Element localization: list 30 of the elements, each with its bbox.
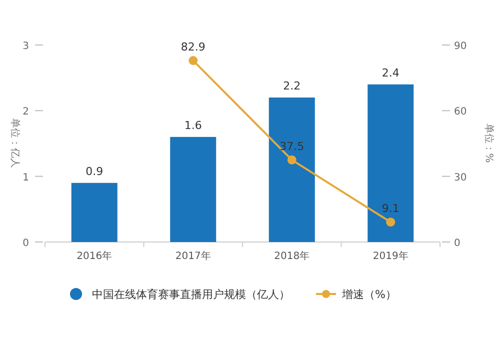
point: [287, 155, 296, 164]
bar: [170, 136, 216, 242]
point: [188, 56, 198, 66]
y2-tick-label: 60: [454, 106, 467, 118]
x-tick-label: 2016年: [76, 250, 112, 262]
x-tick-label: 2019年: [372, 250, 408, 262]
x-tick-label: 2017年: [175, 250, 211, 262]
data-label: 0.9: [86, 164, 104, 178]
data-label: 9.1: [382, 202, 400, 216]
bar: [268, 98, 315, 242]
legend-label: 增速（%）: [341, 288, 396, 301]
y-tick-label: 1: [22, 172, 29, 184]
data-label: 82.9: [180, 40, 206, 54]
point: [386, 218, 396, 227]
data-label: 2.4: [382, 66, 400, 80]
legend-label: 中国在线体育赛事直播用户规模（亿人）: [92, 288, 290, 301]
y-tick-label: 2: [22, 106, 29, 118]
x-tick-label: 2018年: [274, 250, 310, 262]
y2-axis-title: 单位：%: [483, 123, 495, 163]
data-label: 2.2: [283, 80, 301, 93]
y-tick-label: 0: [22, 238, 29, 249]
bar: [368, 84, 414, 242]
data-label: 37.5: [280, 140, 304, 153]
y2-tick-label: 90: [454, 41, 467, 52]
y-axis-title: 单位：亿人: [9, 118, 21, 168]
data-label: 1.6: [184, 118, 202, 132]
y-tick-label: 3: [22, 41, 29, 52]
y2-tick-label: 30: [454, 172, 467, 184]
y2-tick-label: 0: [454, 238, 460, 249]
bar: [71, 182, 118, 242]
